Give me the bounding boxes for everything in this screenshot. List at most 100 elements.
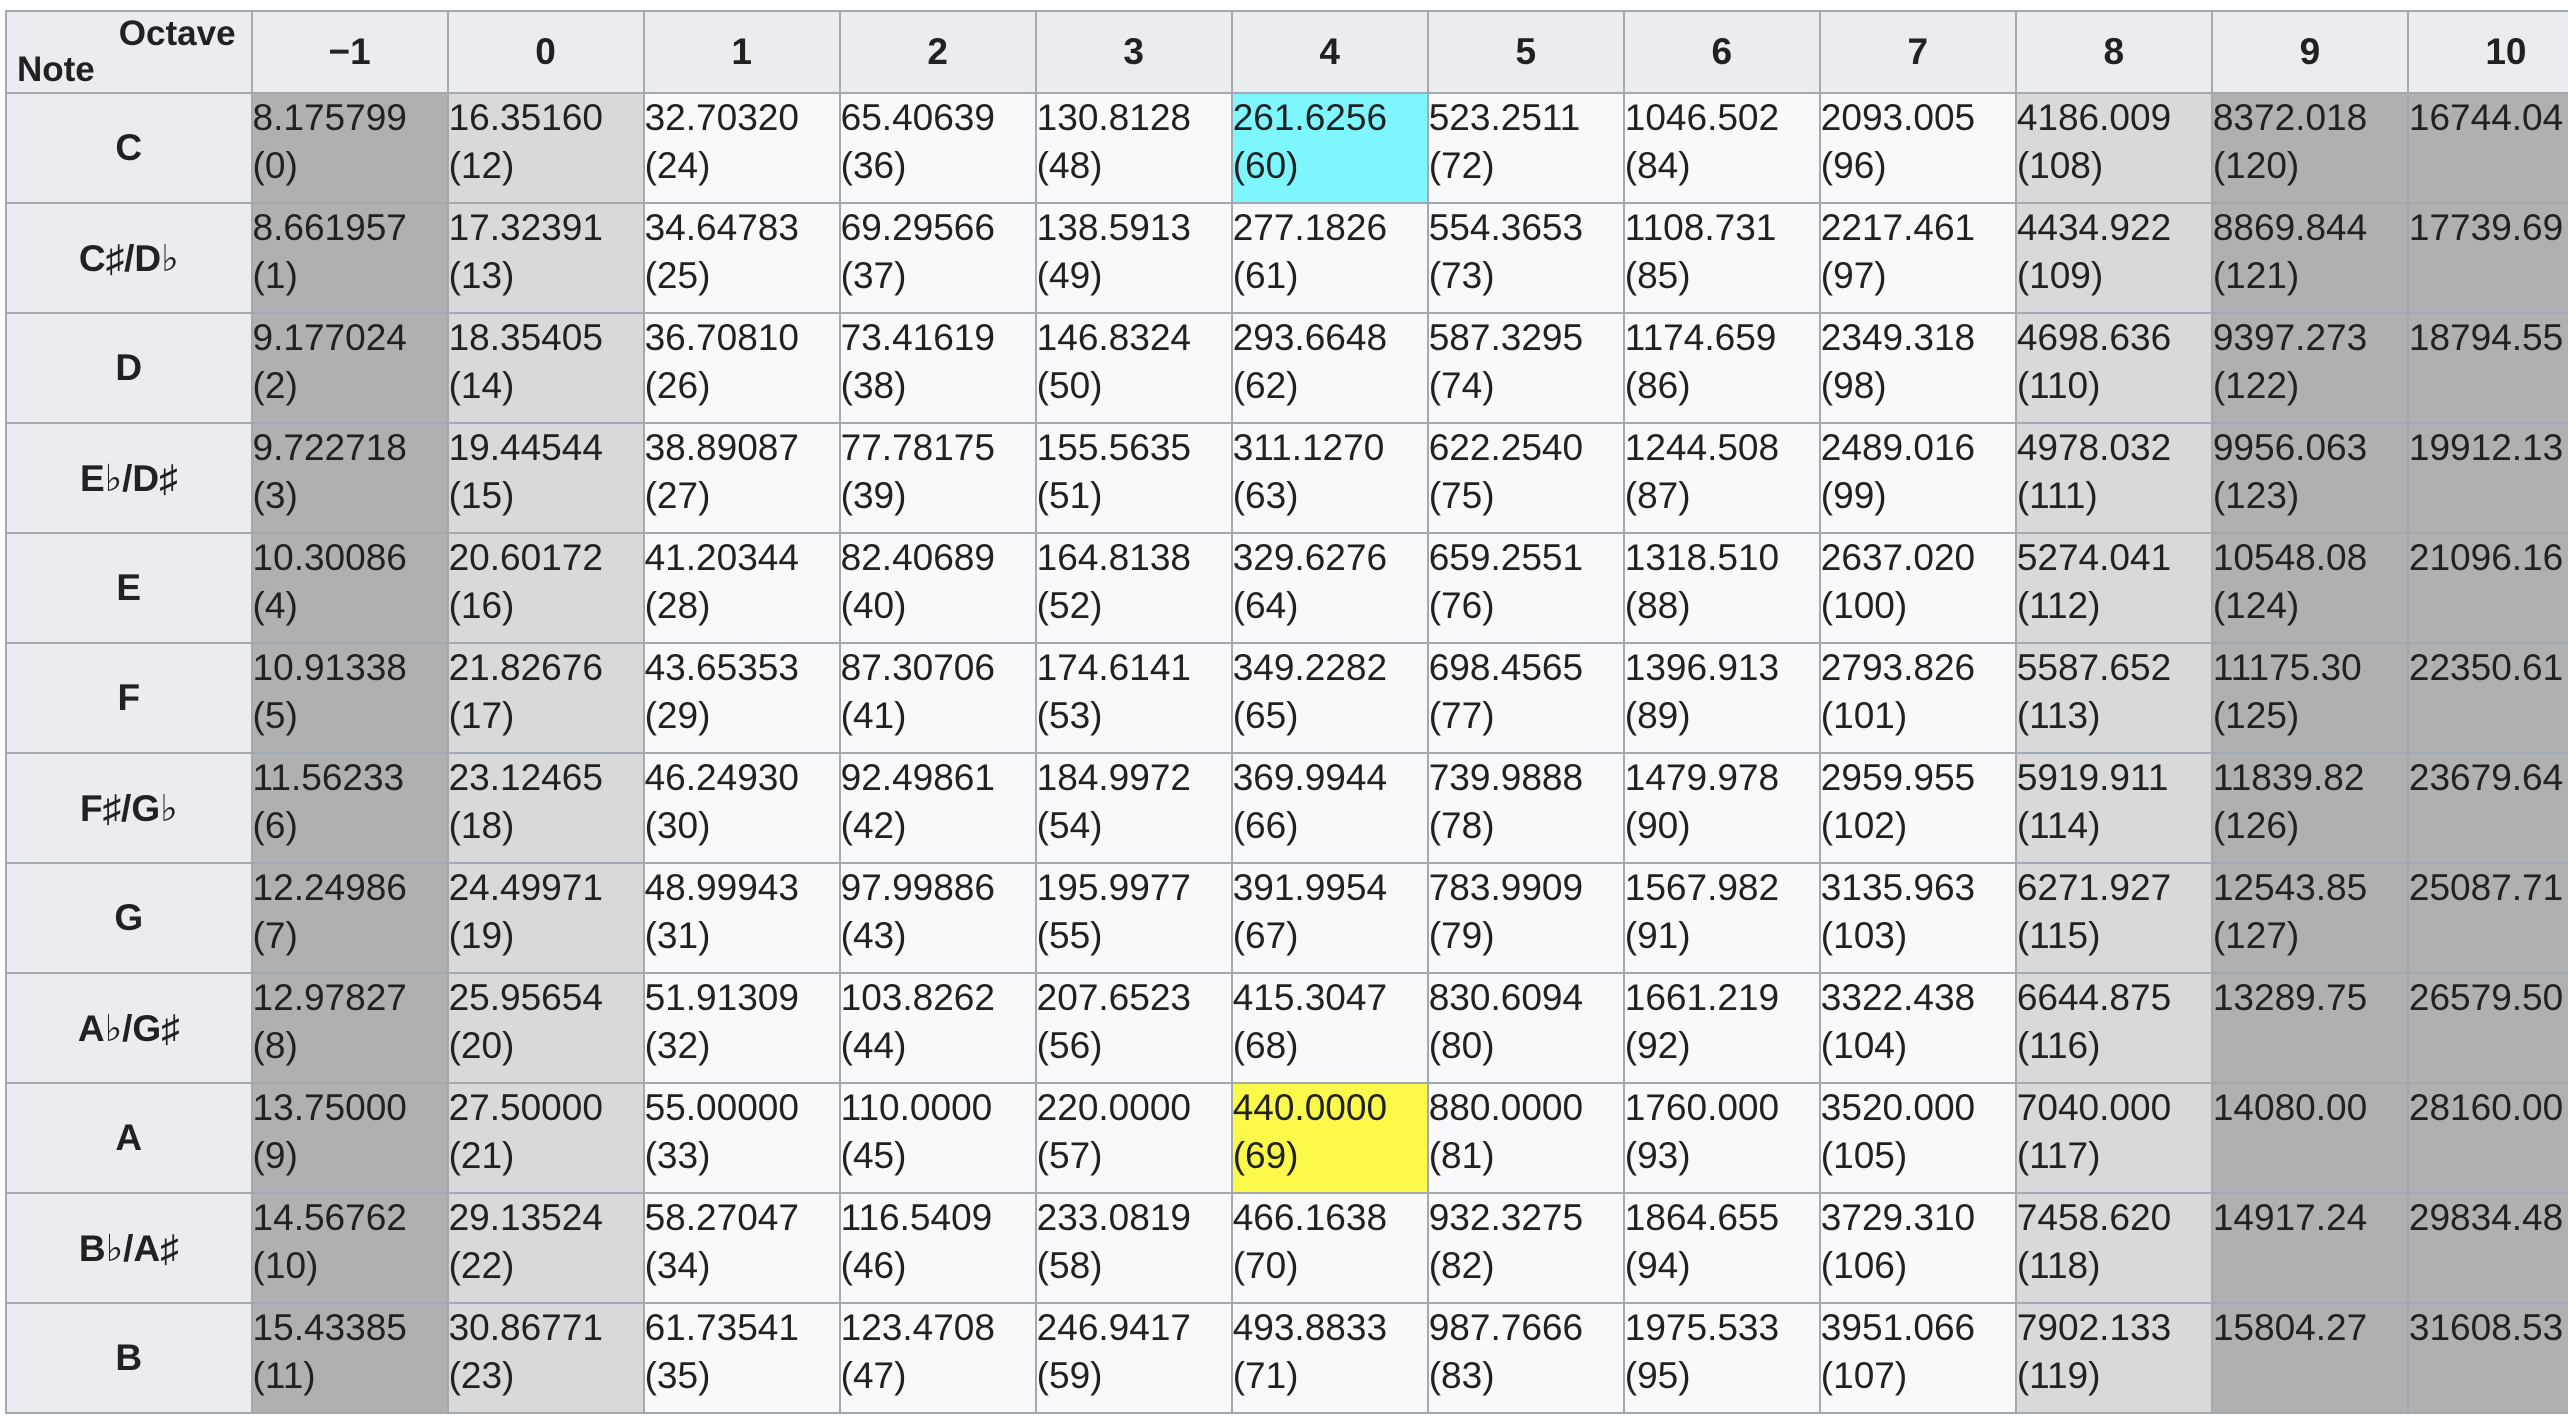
frequency-value: 18.35405 [448, 317, 603, 358]
midi-number: (93) [1624, 1135, 1691, 1176]
frequency-value: 36.70810 [644, 317, 799, 358]
frequency-value: 9.177024 [252, 317, 407, 358]
midi-number: (80) [1428, 1025, 1495, 1066]
frequency-value: 2959.955 [1820, 757, 1976, 798]
midi-number: (127) [2212, 915, 2300, 956]
frequency-cell: 14917.24 [2210, 1192, 2409, 1304]
midi-number: (114) [2016, 805, 2101, 846]
frequency-cell: 17.32391 (13) [446, 202, 645, 314]
frequency-cell: 293.6648 (62) [1230, 312, 1429, 424]
frequency-cell: 69.29566 (37) [838, 202, 1037, 314]
midi-number: (79) [1428, 915, 1495, 956]
frequency-cell: 3729.310 (106) [1818, 1192, 2017, 1304]
frequency-cell: 29.13524 (22) [446, 1192, 645, 1304]
frequency-value: 207.6523 [1036, 977, 1191, 1018]
frequency-value: 4186.009 [2016, 97, 2172, 138]
midi-number: (108) [2016, 145, 2104, 186]
octave-header-9: 8 [2014, 10, 2213, 94]
midi-number: (86) [1624, 365, 1691, 406]
frequency-cell: 29834.48 [2406, 1192, 2568, 1304]
frequency-cell: 2793.826 (101) [1818, 642, 2017, 754]
frequency-value: 87.30706 [840, 647, 995, 688]
frequency-cell: 4978.032 (111) [2014, 422, 2213, 534]
midi-number: (11) [252, 1355, 316, 1396]
midi-number: (73) [1428, 255, 1495, 296]
frequency-value: 8869.844 [2212, 207, 2368, 248]
midi-number: (71) [1232, 1355, 1299, 1396]
frequency-cell: 659.2551 (76) [1426, 532, 1625, 644]
frequency-value: 14.56762 [252, 1197, 407, 1238]
midi-number: (103) [1820, 915, 1908, 956]
frequency-value: 23679.64 [2408, 757, 2564, 798]
frequency-value: 195.9977 [1036, 867, 1191, 908]
frequency-value: 1174.659 [1624, 317, 1777, 358]
frequency-cell: 48.99943 (31) [642, 862, 841, 974]
frequency-value: 2093.005 [1820, 97, 1976, 138]
frequency-value: 11839.82 [2212, 757, 2365, 798]
frequency-value: 12543.85 [2212, 867, 2368, 908]
frequency-cell: 164.8138 (52) [1034, 532, 1233, 644]
frequency-value: 932.3275 [1428, 1197, 1584, 1238]
midi-number: (7) [252, 915, 298, 956]
frequency-value: 34.64783 [644, 207, 799, 248]
midi-number: (37) [840, 255, 907, 296]
frequency-cell: 24.49971 (19) [446, 862, 645, 974]
midi-number: (62) [1232, 365, 1299, 406]
midi-number: (24) [644, 145, 711, 186]
frequency-cell: 9.722718 (3) [250, 422, 449, 534]
table-row: A 13.75000 (9) 27.50000 (21) 55.00000 (33) 110.… [5, 1082, 2568, 1194]
midi-number: (51) [1036, 475, 1103, 516]
midi-number: (126) [2212, 805, 2300, 846]
midi-number: (10) [252, 1245, 319, 1286]
frequency-cell: 73.41619 (38) [838, 312, 1037, 424]
frequency-cell: 1479.978 (90) [1622, 752, 1821, 864]
table-row: B 15.43385 (11) 30.86771 (23) 61.73541 (35) 123… [5, 1302, 2568, 1414]
midi-number: (89) [1624, 695, 1691, 736]
note-frequency-table: Octave Note −1 0 1 2 3 4 5 6 7 8 9 10 C 8.175799 (0) 1… [5, 10, 2568, 1414]
midi-number: (76) [1428, 585, 1495, 626]
octave-header-row: Octave Note −1 0 1 2 3 4 5 6 7 8 9 10 [5, 10, 2568, 94]
frequency-value: 15804.27 [2212, 1307, 2368, 1348]
frequency-value: 277.1826 [1232, 207, 1388, 248]
frequency-cell: 739.9888 (78) [1426, 752, 1625, 864]
midi-number: (43) [840, 915, 907, 956]
table-row: E 10.30086 (4) 20.60172 (16) 41.20344 (28) 82.4… [5, 532, 2568, 644]
frequency-value: 21096.16 [2408, 537, 2564, 578]
frequency-cell: 4434.922 (109) [2014, 202, 2213, 314]
frequency-cell: 12.24986 (7) [250, 862, 449, 974]
frequency-cell: 18794.55 [2406, 312, 2568, 424]
frequency-cell: 8.661957 (1) [250, 202, 449, 314]
frequency-value: 31608.53 [2408, 1307, 2564, 1348]
octave-axis-label: Octave [118, 14, 236, 53]
frequency-cell: 21096.16 [2406, 532, 2568, 644]
midi-number: (57) [1036, 1135, 1103, 1176]
frequency-cell: 3135.963 (103) [1818, 862, 2017, 974]
midi-number: (22) [448, 1245, 515, 1286]
midi-number: (113) [2016, 695, 2101, 736]
frequency-value: 10548.08 [2212, 537, 2368, 578]
frequency-value: 17739.69 [2408, 207, 2564, 248]
octave-header-6: 5 [1426, 10, 1625, 94]
frequency-value: 3951.066 [1820, 1307, 1976, 1348]
frequency-cell: 138.5913 (49) [1034, 202, 1233, 314]
midi-number: (107) [1820, 1355, 1908, 1396]
frequency-value: 1318.510 [1624, 537, 1780, 578]
frequency-cell: 622.2540 (75) [1426, 422, 1625, 534]
midi-number: (3) [252, 475, 298, 516]
frequency-value: 82.40689 [840, 537, 995, 578]
table-row: C 8.175799 (0) 16.35160 (12) 32.70320 (24) 65.4… [5, 92, 2568, 204]
frequency-value: 184.9972 [1036, 757, 1191, 798]
frequency-value: 155.5635 [1036, 427, 1191, 468]
midi-number: (23) [448, 1355, 515, 1396]
frequency-cell: 16.35160 (12) [446, 92, 645, 204]
frequency-value: 2217.461 [1820, 207, 1976, 248]
frequency-value: 19.44544 [448, 427, 603, 468]
frequency-value: 27.50000 [448, 1087, 603, 1128]
frequency-cell: 1396.913 (89) [1622, 642, 1821, 754]
note-label: D [5, 312, 253, 424]
frequency-cell: 130.8128 (48) [1034, 92, 1233, 204]
frequency-value: 97.99886 [840, 867, 995, 908]
frequency-value: 12.97827 [252, 977, 407, 1018]
midi-number: (125) [2212, 695, 2300, 736]
midi-number: (105) [1820, 1135, 1908, 1176]
